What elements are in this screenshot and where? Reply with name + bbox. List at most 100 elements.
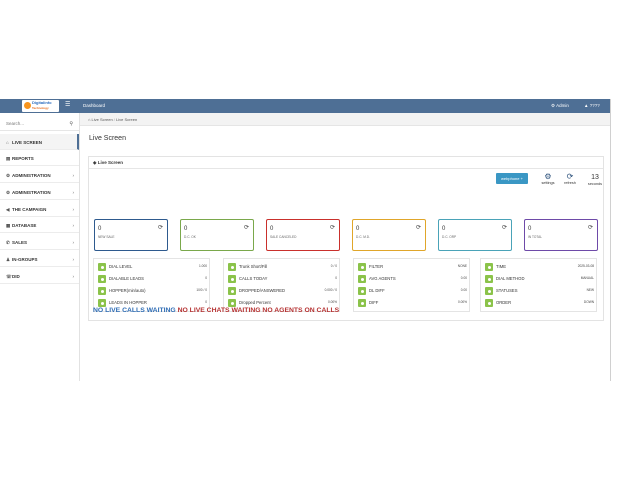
stat-key: FILTER xyxy=(369,264,384,269)
dashboard-link[interactable]: Dashboard xyxy=(83,103,106,108)
refresh-label: refresh xyxy=(564,181,576,185)
panel-header: ◈ Live Screen xyxy=(89,157,603,169)
sidebar-item-did[interactable]: ☏DID › xyxy=(0,268,79,284)
webphone-button[interactable]: webphone + xyxy=(496,173,528,184)
sidebar-item-campaign[interactable]: ◀ THE CAMPAIGN › xyxy=(0,201,79,217)
search-input[interactable]: Search... xyxy=(6,121,25,126)
stat-row: HOPPER(min/auto) 10/0 / 0 xyxy=(98,286,207,297)
stat-row: DROPPED/ANSWERED 0.000 / 0 xyxy=(228,286,337,297)
stat-row: DIFF 0.00% xyxy=(358,298,467,309)
users-icon: ♟ xyxy=(6,257,11,262)
refresh-icon[interactable]: ⟳ xyxy=(157,225,163,231)
search-icon[interactable]: ⚲ xyxy=(69,121,73,127)
status-dot-icon xyxy=(485,275,493,283)
sidebar-item-database[interactable]: ▦ DATABASE › xyxy=(0,217,79,233)
stat-card-sale-canceled: 0 SALE CANCELED ⟳ xyxy=(266,219,340,251)
live-calls-status: NO LIVE CALLS WAITING xyxy=(93,307,176,314)
sidebar-item-label: THE CAMPAIGN xyxy=(12,207,47,212)
sidebar-item-sales[interactable]: ✆ SALES › xyxy=(0,234,79,250)
menu-toggle-icon[interactable]: ☰ xyxy=(65,102,71,108)
status-dot-icon xyxy=(98,287,106,295)
refresh-icon[interactable]: ⟳ xyxy=(329,225,335,231)
stats-box-agents: FILTER NONE AVG AGENTS 0.00 DL DIFF 0.00 DI… xyxy=(353,258,470,312)
stat-card-dc-ok: 0 D.C. OK ⟳ xyxy=(180,219,254,251)
logo-tagline: Technology xyxy=(32,106,49,110)
card-label: D.C. ORP xyxy=(442,235,457,239)
sidebar-item-in-groups[interactable]: ♟ IN-GROUPS › xyxy=(0,251,79,267)
sidebar: Search... ⚲ ⌂ LIVE SCREEN ▤ REPORTS ⚙ ADMIN… xyxy=(0,113,80,381)
status-dot-icon xyxy=(358,287,366,295)
stat-key: STATUSES xyxy=(496,288,518,293)
card-value: 0 xyxy=(442,226,446,232)
refresh-icon[interactable]: ⟳ xyxy=(501,225,507,231)
stat-key: Dropped Percent xyxy=(239,300,271,305)
sidebar-item-reports[interactable]: ▤ REPORTS xyxy=(0,150,79,166)
stat-card-in-total: 0 IN TOTAL ⟳ xyxy=(524,219,598,251)
stat-value: DOWN xyxy=(583,300,594,304)
chevron-right-icon: › xyxy=(72,190,75,195)
user-menu[interactable]: ▲ ???? xyxy=(584,102,600,110)
stat-value: 0 xyxy=(205,276,207,280)
status-dot-icon xyxy=(358,299,366,307)
user-label: ???? xyxy=(589,103,600,108)
stat-value: 0.00% xyxy=(457,300,467,304)
admin-label: Admin xyxy=(556,103,569,108)
gear-icon: ⚙ xyxy=(544,172,552,181)
stat-card-dc-md: 0 D.C. M.D. ⟳ xyxy=(352,219,426,251)
seconds-value: 13 xyxy=(591,174,599,181)
stat-key: ORDER xyxy=(496,300,512,305)
stat-value: NONE xyxy=(457,264,467,268)
stat-key: LEADS IN HOPPER xyxy=(109,300,147,305)
card-value: 0 xyxy=(184,226,188,232)
stat-value: 0 xyxy=(205,300,207,304)
settings-button[interactable]: ⚙ settings xyxy=(539,172,557,188)
stat-row: DIALABLE LEADS 0 xyxy=(98,274,207,285)
stat-value: 0.00 xyxy=(460,288,467,292)
sidebar-item-live-screen[interactable]: ⌂ LIVE SCREEN xyxy=(0,134,79,150)
stat-key: DROPPED/ANSWERED xyxy=(239,288,286,293)
breadcrumb: ⌂ Live Screen / Live Screen xyxy=(80,113,610,126)
stat-key: Trunk Short/Fill xyxy=(239,264,268,269)
panel-title: Live Screen xyxy=(97,160,123,165)
sidebar-item-label: DATABASE xyxy=(12,223,37,228)
sidebar-search[interactable]: Search... ⚲ xyxy=(0,116,79,131)
refresh-icon[interactable]: ⟳ xyxy=(243,225,249,231)
breadcrumb-current: Live Screen xyxy=(116,117,138,122)
logo-text: Digitalinfo xyxy=(32,100,52,105)
sidebar-item-label: SALES xyxy=(12,240,28,245)
chevron-right-icon: › xyxy=(72,223,75,228)
refresh-icon[interactable]: ⟳ xyxy=(415,225,421,231)
status-dot-icon xyxy=(485,299,493,307)
sidebar-item-label: REPORTS xyxy=(12,156,34,161)
page-title: Live Screen xyxy=(89,135,126,142)
phone-forward-icon: ☏ xyxy=(6,274,12,279)
stat-value: 2025-03-08 xyxy=(577,264,594,268)
panel-icon: ◈ xyxy=(93,160,97,165)
stat-value: 10/0 / 0 xyxy=(196,288,207,292)
stats-box-dialing: DIAL LEVEL 1.000 DIALABLE LEADS 0 HOPPER(m… xyxy=(93,258,210,312)
sidebar-item-administration[interactable]: ⚙ ADMINISTRATION › xyxy=(0,167,79,183)
breadcrumb-home[interactable]: Live Screen xyxy=(91,117,113,122)
sidebar-item-administration-2[interactable]: ⚙ ADMINISTRATION › xyxy=(0,184,79,200)
stat-key: AVG AGENTS xyxy=(369,276,396,281)
settings-label: settings xyxy=(541,181,555,185)
sidebar-item-label: ADMINISTRATION xyxy=(12,173,51,178)
status-dot-icon xyxy=(98,299,106,307)
admin-menu[interactable]: ⚙ Admin xyxy=(551,102,569,110)
refresh-countdown: 13 seconds xyxy=(586,174,604,186)
refresh-icon[interactable]: ⟳ xyxy=(587,225,593,231)
refresh-button[interactable]: ⟳ refresh xyxy=(561,172,579,188)
card-value: 0 xyxy=(98,226,102,232)
stat-value: 0.00 xyxy=(460,276,467,280)
stat-row: Dropped Percent 0.00% xyxy=(228,298,337,309)
brand-logo[interactable]: Digitalinfo Technology xyxy=(22,100,59,112)
users-icon: ⚙ xyxy=(551,103,556,108)
chevron-right-icon: › xyxy=(72,173,75,178)
sidebar-item-label: IN-GROUPS xyxy=(12,257,38,262)
stat-value: 0.000 / 0 xyxy=(324,288,337,292)
card-value: 0 xyxy=(270,226,274,232)
stat-key: TIME xyxy=(496,264,507,269)
stats-box-calls: Trunk Short/Fill 0 / 0 CALLS TODAY 0 DROPP… xyxy=(223,258,340,312)
chevron-right-icon: › xyxy=(72,257,75,262)
stat-row: DL DIFF 0.00 xyxy=(358,286,467,297)
